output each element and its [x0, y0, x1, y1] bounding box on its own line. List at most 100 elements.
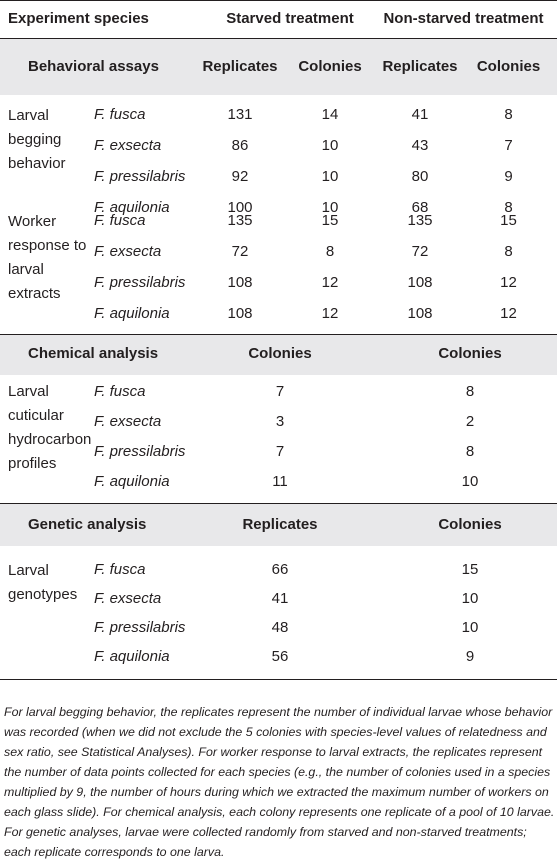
value-cell: 108: [407, 274, 433, 291]
chemical-section-header: Chemical analysis Colonies Colonies: [0, 339, 557, 369]
value-cell: 8: [504, 243, 513, 260]
value-cell: 135: [227, 212, 253, 229]
value-cell: 72: [231, 243, 249, 260]
behavioral-starved-replicates-header: Replicates: [202, 58, 278, 75]
value-cell: 108: [407, 305, 433, 322]
behavioral-section-header-band: [0, 39, 557, 95]
behavioral-section-header: Behavioral assays Replicates Colonies Re…: [0, 52, 557, 82]
label-line: Larval: [8, 562, 49, 579]
value-cell: 41: [271, 590, 289, 607]
value-cell: 72: [411, 243, 429, 260]
value-cell: 68: [411, 199, 429, 216]
value-cell: 135: [407, 212, 433, 229]
value-cell: 11: [272, 473, 288, 490]
value-cell: 56: [271, 648, 289, 665]
label-line: larval: [8, 261, 44, 278]
value-cell: 10: [461, 590, 479, 607]
table-row: F. fusca 131 14 41 8: [0, 100, 557, 130]
species-cell: F. pressilabris: [94, 443, 186, 460]
table-row: F. aquilonia 56 9: [0, 642, 557, 672]
table-row: F. pressilabris 108 12 108 12: [0, 268, 557, 298]
behavioral-assays-title: Behavioral assays: [28, 58, 159, 75]
table-row: F. exsecta 86 10 43 7: [0, 131, 557, 161]
value-cell: 2: [465, 413, 475, 430]
table-row: F. fusca 135 15 135 15: [0, 206, 557, 236]
group-label-larval-begging: Larval begging behavior: [8, 104, 66, 176]
species-cell: F. exsecta: [94, 413, 162, 430]
species-cell: F. fusca: [94, 106, 146, 123]
table-row: F. aquilonia 100 10 68 8: [0, 193, 557, 223]
species-cell: F. aquilonia: [94, 199, 170, 216]
chemical-starved-colonies-header: Colonies: [248, 345, 312, 362]
value-cell: 66: [271, 561, 289, 578]
value-cell: 15: [461, 561, 479, 578]
table-header-row: Experiment species Starved treatment Non…: [0, 4, 557, 34]
genetic-top-rule: [0, 503, 557, 504]
value-cell: 12: [321, 274, 339, 291]
table-row: F. exsecta 72 8 72 8: [0, 237, 557, 267]
species-cell: F. pressilabris: [94, 168, 186, 185]
table-row: F. pressilabris 7 8: [0, 437, 557, 467]
value-cell: 100: [227, 199, 253, 216]
table-row: F. exsecta 41 10: [0, 584, 557, 614]
value-cell: 14: [321, 106, 339, 123]
label-line: hydrocarbon: [8, 431, 92, 448]
label-line: extracts: [8, 285, 61, 302]
label-line: behavior: [8, 155, 66, 172]
genetic-analysis-title: Genetic analysis: [28, 516, 147, 533]
header-rule: [0, 38, 557, 39]
value-cell: 92: [231, 168, 249, 185]
species-cell: F. aquilonia: [94, 648, 170, 665]
species-cell: F. fusca: [94, 383, 146, 400]
value-cell: 10: [321, 168, 339, 185]
label-line: response to: [8, 237, 87, 254]
table-row: F. pressilabris 92 10 80 9: [0, 162, 557, 192]
species-cell: F. aquilonia: [94, 305, 170, 322]
header-experiment-species: Experiment species: [8, 10, 149, 27]
genetic-section-header-band: [0, 504, 557, 546]
chemical-analysis-title: Chemical analysis: [28, 345, 159, 362]
table-bottom-rule: [0, 679, 557, 680]
header-non-starved-treatment: Non-starved treatment: [383, 10, 544, 27]
value-cell: 10: [461, 619, 479, 636]
value-cell: 12: [500, 305, 517, 322]
chemical-top-rule: [0, 334, 557, 335]
species-cell: F. fusca: [94, 212, 146, 229]
table-top-rule: [0, 0, 557, 1]
value-cell: 7: [275, 383, 285, 400]
table-footnote: For larval begging behavior, the replica…: [4, 705, 555, 859]
species-cell: F. exsecta: [94, 590, 162, 607]
value-cell: 131: [227, 106, 253, 123]
value-cell: 7: [504, 137, 513, 154]
species-cell: F. aquilonia: [94, 473, 170, 490]
label-line: Larval: [8, 383, 49, 400]
chemical-nonstarved-colonies-header: Colonies: [438, 345, 502, 362]
table-row: F. aquilonia 108 12 108 12: [0, 299, 557, 329]
value-cell: 43: [411, 137, 429, 154]
species-cell: F. pressilabris: [94, 619, 186, 636]
value-cell: 12: [500, 274, 517, 291]
value-cell: 8: [504, 106, 513, 123]
genetic-colonies-header: Colonies: [438, 516, 502, 533]
value-cell: 41: [411, 106, 429, 123]
value-cell: 10: [321, 137, 339, 154]
label-line: cuticular: [8, 407, 64, 424]
label-line: profiles: [8, 455, 57, 472]
value-cell: 8: [504, 199, 513, 216]
species-cell: F. fusca: [94, 561, 146, 578]
value-cell: 48: [271, 619, 289, 636]
species-cell: F. exsecta: [94, 243, 162, 260]
genetic-section-header: Genetic analysis Replicates Colonies: [0, 510, 557, 540]
genetic-replicates-header: Replicates: [242, 516, 318, 533]
label-line: Larval: [8, 107, 49, 124]
value-cell: 7: [275, 443, 285, 460]
behavioral-nonstarved-replicates-header: Replicates: [382, 58, 458, 75]
chemical-section-header-band: [0, 335, 557, 375]
value-cell: 8: [465, 383, 475, 400]
value-cell: 8: [465, 443, 475, 460]
value-cell: 9: [465, 648, 475, 665]
label-line: Worker: [8, 213, 57, 230]
value-cell: 9: [504, 168, 513, 185]
value-cell: 10: [321, 199, 339, 216]
behavioral-starved-colonies-header: Colonies: [298, 58, 362, 75]
